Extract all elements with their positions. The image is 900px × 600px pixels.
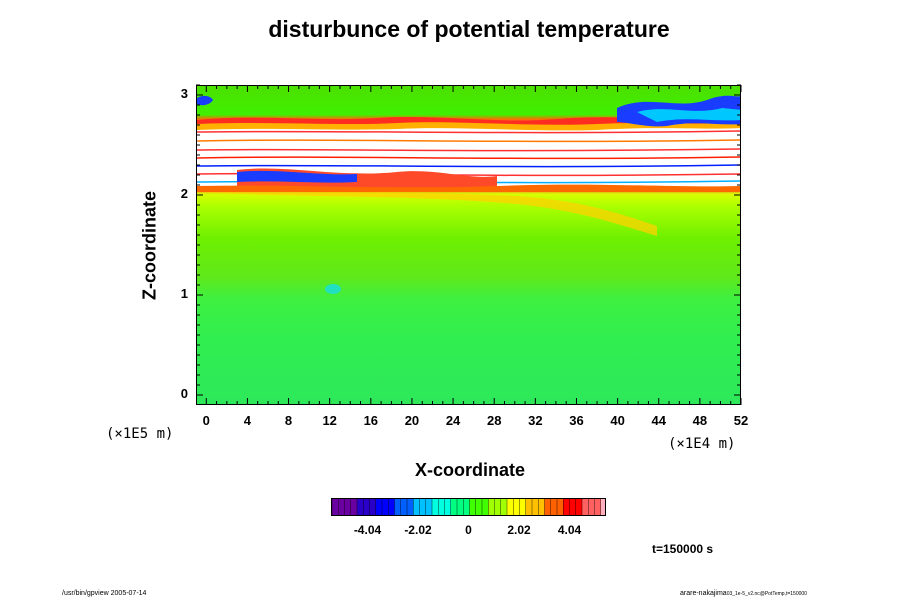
x-scale-factor: (×1E4 m) — [668, 436, 736, 452]
x-tick-label: 0 — [202, 413, 210, 428]
colorbar-cell — [500, 499, 508, 515]
x-tick-label: 4 — [243, 413, 252, 428]
colorbar-cell — [488, 499, 495, 515]
colorbar-cell — [532, 499, 539, 515]
colorbar-cell — [369, 499, 377, 515]
colorbar-cell — [338, 499, 345, 515]
footer-right: arare-nakajima03_1e-5_v2.nc@PotTemp,t=15… — [680, 590, 807, 597]
colorbar-cell — [357, 499, 364, 515]
colorbar-cell — [344, 499, 352, 515]
y-tick-label: 1 — [180, 286, 188, 301]
plot-area — [196, 85, 741, 405]
colorbar-cell — [569, 499, 577, 515]
colorbar-cell — [513, 499, 520, 515]
colorbar-cell — [494, 499, 502, 515]
interface-line — [197, 184, 740, 192]
colorbar-cell — [407, 499, 414, 515]
colorbar-cell — [388, 499, 395, 515]
x-tick-label: 28 — [486, 413, 502, 428]
colorbar-cell — [582, 499, 589, 515]
colorbar-tick-label: 4.04 — [557, 523, 582, 537]
colorbar-cell — [450, 499, 458, 515]
x-axis-label: X-coordinate — [414, 460, 525, 480]
colorbar-cell — [550, 499, 558, 515]
x-tick-label: 36 — [569, 413, 584, 428]
colorbar-cell — [394, 499, 402, 515]
time-annotation: t=150000 s — [652, 542, 714, 556]
colorbar-cell — [463, 499, 470, 515]
cool-spot — [325, 284, 341, 294]
colorbar-cell — [400, 499, 408, 515]
x-tick-label: 48 — [692, 413, 708, 428]
x-tick-label: 32 — [528, 413, 543, 428]
x-tick-label: 24 — [445, 413, 461, 428]
colorbar-cell — [457, 499, 464, 515]
cool-patch-right — [637, 108, 740, 122]
y-tick-label: 0 — [180, 386, 188, 401]
colorbar-cell — [469, 499, 477, 515]
colorbar-cell — [544, 499, 552, 515]
colorbar-cell — [444, 499, 452, 515]
colorbar — [331, 498, 606, 516]
colorbar-cell — [563, 499, 570, 515]
x-tick-label: 20 — [404, 413, 420, 428]
colorbar-cell — [332, 499, 339, 515]
x-tick-label: 52 — [733, 413, 749, 428]
colorbar-cell — [600, 499, 605, 515]
colorbar-cell — [382, 499, 389, 515]
footer-right-main: arare-nakajima — [680, 590, 727, 597]
y-axis-label: Z-coordinate — [139, 191, 160, 301]
chart-title: disturbunce of potential temperature — [268, 16, 670, 42]
y-tick-label: 2 — [180, 186, 188, 201]
x-tick-label: 40 — [610, 413, 625, 428]
mixing-zone-blue — [237, 170, 357, 183]
colorbar-cell — [507, 499, 514, 515]
colorbar-cell — [525, 499, 533, 515]
plume-streak — [197, 192, 657, 236]
colorbar-cell — [475, 499, 483, 515]
y-scale-factor: (×1E5 m) — [106, 426, 174, 442]
colorbar-cell — [363, 499, 370, 515]
colorbar-cell — [519, 499, 527, 515]
colorbar-cell — [438, 499, 445, 515]
colorbar-cell — [350, 499, 358, 515]
footer-right-small: 03_1e-5_v2.nc@PotTemp,t=150000 — [726, 591, 807, 597]
x-tick-label: 16 — [363, 413, 379, 428]
colorbar-cell — [425, 499, 433, 515]
x-tick-label: 44 — [651, 413, 666, 428]
colorbar-cell — [375, 499, 383, 515]
colorbar-cell — [594, 499, 602, 515]
colorbar-tick-label: -4.04 — [353, 523, 382, 537]
colorbar-cell — [557, 499, 564, 515]
heatmap-overlay — [197, 95, 740, 294]
colorbar-cell — [482, 499, 489, 515]
cold-patch-left — [197, 95, 213, 106]
footer-left: /usr/bin/gpview 2005-07-14 — [62, 590, 147, 597]
warm-rim — [197, 122, 740, 131]
colorbar-cell — [413, 499, 420, 515]
y-tick-label: 3 — [180, 86, 188, 101]
colorbar-tick-label: 2.02 — [507, 523, 531, 537]
colorbar-cell — [419, 499, 427, 515]
x-tick-label: 12 — [322, 413, 337, 428]
colorbar-tick-label: -2.02 — [404, 523, 432, 537]
colorbar-cell — [432, 499, 439, 515]
colorbar-cell — [538, 499, 545, 515]
colorbar-cell — [575, 499, 583, 515]
x-tick-label: 8 — [284, 413, 293, 428]
colorbar-tick-label: 0 — [465, 523, 472, 537]
colorbar-cell — [588, 499, 595, 515]
